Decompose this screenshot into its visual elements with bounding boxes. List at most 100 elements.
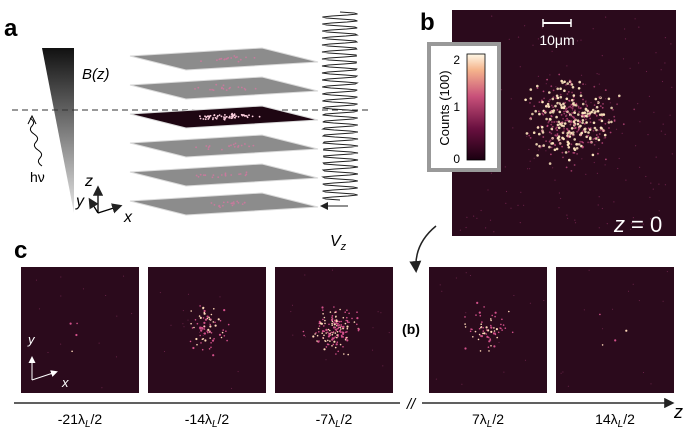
layer-atom <box>230 57 233 59</box>
axis-break-gap <box>400 394 422 412</box>
noise-dot <box>537 75 540 77</box>
photon-wave-icon <box>29 117 43 167</box>
atom-dot <box>568 158 571 162</box>
slice-atom-dot <box>210 332 213 334</box>
atom-dot <box>570 103 573 106</box>
slice-atom-dot <box>357 328 360 331</box>
noise-dot <box>585 173 587 175</box>
slice-noise-dot <box>441 290 443 292</box>
slice-atom-dot <box>487 329 490 332</box>
atom-dot <box>577 107 580 109</box>
slice-noise-dot <box>208 322 210 324</box>
layer-atom <box>223 116 225 118</box>
atom-dot <box>602 103 604 105</box>
slice-noise-dot <box>105 295 107 296</box>
atom-dot <box>591 153 595 157</box>
layer-atom <box>216 115 219 118</box>
atom-dot <box>584 130 587 133</box>
layer-atom <box>209 114 212 117</box>
atom-dot <box>595 128 598 132</box>
atom-dot <box>575 147 579 150</box>
layer-atom <box>202 174 205 177</box>
noise-dot <box>596 172 599 174</box>
noise-dot <box>491 15 493 17</box>
atom-dot <box>551 121 553 123</box>
atom-dot <box>546 102 550 106</box>
atom-dot <box>592 138 595 141</box>
z-tick-label: -21λL/2 <box>58 411 103 430</box>
atom-dot <box>565 108 567 111</box>
noise-dot <box>557 103 560 105</box>
slice-noise-dot <box>388 332 390 334</box>
atom-dot <box>563 80 566 84</box>
slice-atom-dot <box>322 337 325 339</box>
layer-atom <box>197 175 200 178</box>
layer-atom <box>230 144 232 147</box>
slice-noise-dot <box>465 312 467 314</box>
slice-atom-dot <box>329 340 331 342</box>
slice-atom-dot <box>501 329 503 331</box>
slice-noise-dot <box>183 326 185 328</box>
atom-dot <box>567 129 569 132</box>
atom-dot <box>560 124 564 127</box>
noise-dot <box>590 102 592 104</box>
slice-atom-dot <box>356 311 358 314</box>
atom-dot <box>594 137 598 140</box>
noise-dot <box>572 109 574 111</box>
atom-dot <box>566 82 569 85</box>
slice-atom-dot <box>327 333 330 335</box>
noise-dot <box>604 164 606 166</box>
slice-atom-dot <box>316 340 318 342</box>
atom-dot <box>570 127 574 130</box>
slice-atom-dot <box>474 330 477 333</box>
slice-atom-dot <box>312 335 315 338</box>
slice-noise-dot <box>543 300 545 301</box>
slice-noise-dot <box>60 343 62 345</box>
atom-dot <box>529 97 533 100</box>
atom-dot <box>555 94 559 98</box>
noise-dot <box>621 132 623 134</box>
atom-dot <box>546 125 549 128</box>
layer-atom <box>200 60 202 63</box>
layer-atom <box>248 145 251 148</box>
noise-dot <box>617 167 619 170</box>
atom-dot <box>550 123 553 126</box>
slice-noise-dot <box>290 311 292 313</box>
layer-atom <box>215 117 218 120</box>
atom-dot <box>577 113 580 116</box>
slice-atom-dot <box>479 350 482 352</box>
atom-dot <box>579 140 582 143</box>
noise-dot <box>466 216 468 218</box>
atom-dot <box>589 121 592 124</box>
slice-atom-dot <box>496 336 499 339</box>
noise-dot <box>598 83 601 85</box>
slice-atom-dot <box>344 311 347 314</box>
noise-dot <box>560 139 563 141</box>
slice-atom-dot <box>206 330 208 332</box>
atom-dot <box>581 141 583 143</box>
atom-dot <box>558 73 561 76</box>
atom-dot <box>593 85 596 88</box>
slice-atom-dot <box>196 343 198 346</box>
atom-dot <box>587 127 590 130</box>
atom-dot <box>589 117 592 120</box>
atom-dot <box>603 133 607 137</box>
panel-b: b 10μm 2 1 0 Counts (100) z = 0 <box>409 9 676 273</box>
atom-dot <box>579 91 582 94</box>
slice-atom-dot <box>472 336 474 338</box>
atom-dot <box>567 136 569 139</box>
noise-dot <box>624 38 627 40</box>
layer-atom <box>239 58 242 61</box>
atom-dot <box>553 148 557 152</box>
noise-dot <box>585 83 587 85</box>
slice-noise-dot <box>101 387 103 389</box>
slice-atom-dot <box>491 314 494 317</box>
noise-dot <box>576 40 579 42</box>
atom-dot <box>577 128 580 131</box>
atom-dot <box>536 84 539 88</box>
noise-dot <box>599 97 602 99</box>
atom-dot <box>572 105 574 108</box>
atom-dot <box>598 119 601 121</box>
layer-atom <box>208 115 210 118</box>
layer-atom <box>231 204 234 207</box>
